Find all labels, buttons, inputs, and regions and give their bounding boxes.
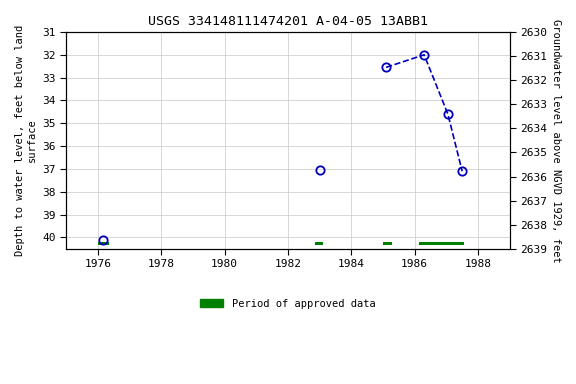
Bar (383, 242, 392, 245)
Bar (315, 242, 323, 245)
Legend: Period of approved data: Period of approved data (196, 295, 380, 313)
Bar (419, 242, 464, 245)
Bar (98, 242, 109, 245)
Y-axis label: Groundwater level above NGVD 1929, feet: Groundwater level above NGVD 1929, feet (551, 18, 561, 262)
Y-axis label: Depth to water level, feet below land
surface: Depth to water level, feet below land su… (15, 25, 37, 256)
Title: USGS 334148111474201 A-04-05 13ABB1: USGS 334148111474201 A-04-05 13ABB1 (148, 15, 428, 28)
